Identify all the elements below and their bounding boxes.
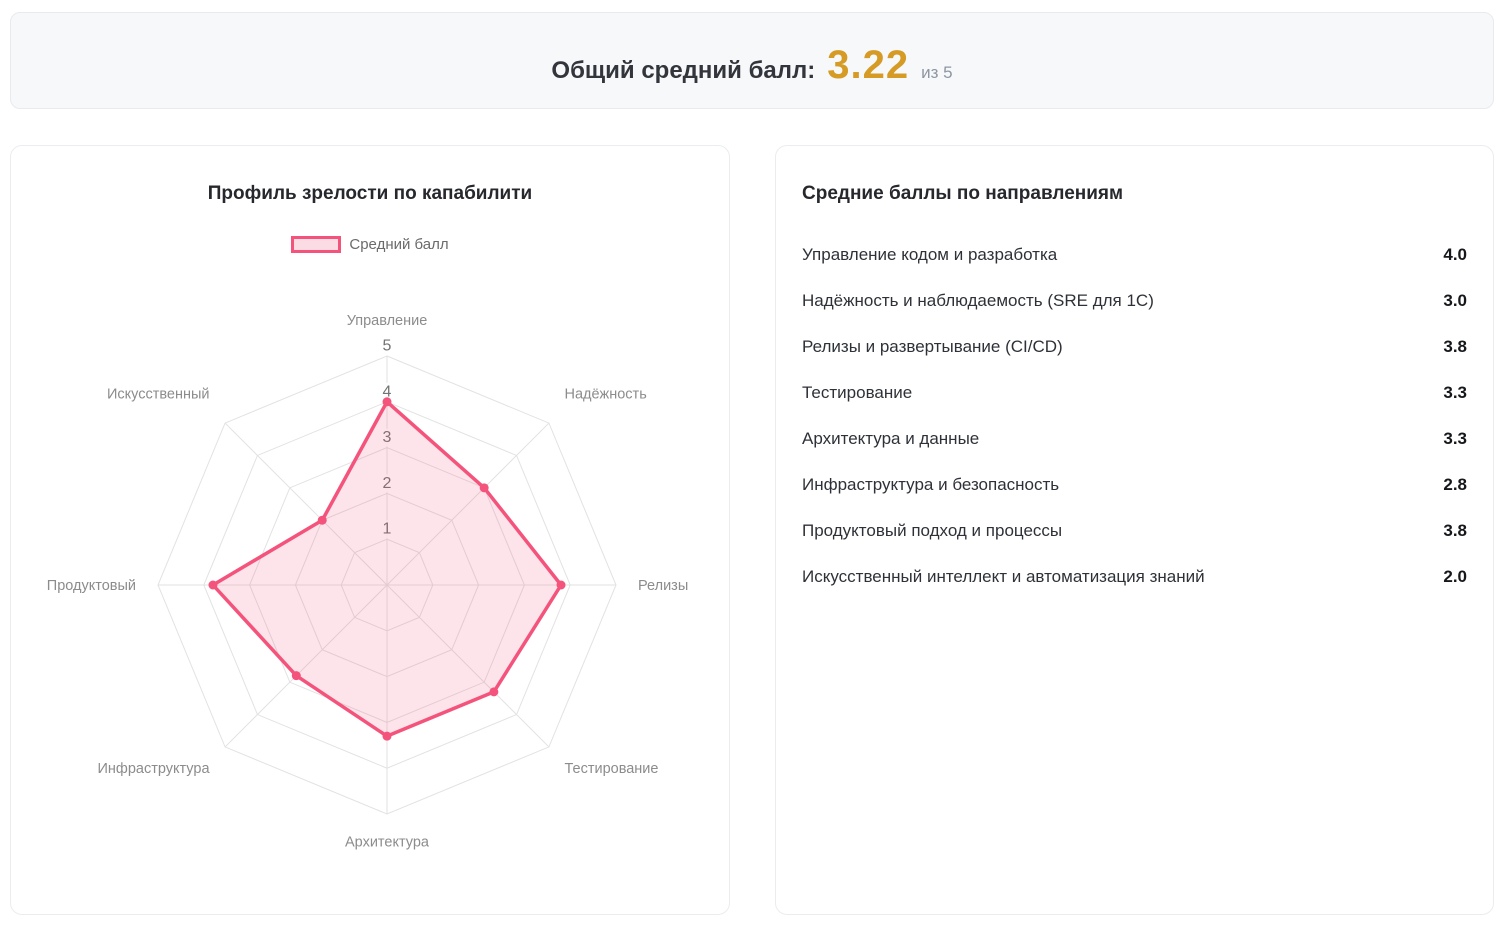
radar-axis-label: Тестирование (564, 761, 658, 777)
score-row: Релизы и развертывание (CI/CD) 3.8 (802, 324, 1467, 370)
score-row-label: Надёжность и наблюдаемость (SRE для 1С) (802, 291, 1154, 310)
overall-score-value: 3.22 (827, 43, 910, 87)
score-row-label: Архитектура и данные (802, 429, 980, 448)
radar-data-point[interactable] (317, 515, 327, 525)
radar-data-point[interactable] (291, 671, 301, 681)
legend-item-average-score[interactable]: Средний балл (291, 236, 449, 253)
radar-data-point[interactable] (208, 580, 218, 590)
score-row-label: Релизы и развертывание (CI/CD) (802, 337, 1063, 356)
radar-data-point[interactable] (382, 731, 392, 741)
radar-chart[interactable]: 1 2 3 4 5 Управление Надёжность Релизы Тестирова… (11, 259, 729, 909)
score-row-value: 3.8 (1443, 337, 1467, 356)
chart-legend: Средний балл (11, 236, 729, 253)
score-row: Продуктовый подход и процессы 3.8 (802, 508, 1467, 554)
score-row-label: Инфраструктура и безопасность (802, 475, 1060, 494)
scores-list: Управление кодом и разработка 4.0 Надёжнос… (802, 232, 1467, 600)
score-row-label: Искусственный интеллект и автоматизация … (802, 567, 1205, 586)
score-row: Тестирование 3.3 (802, 370, 1467, 416)
radar-chart-area: 1 2 3 4 5 Управление Надёжность Релизы Тестирова… (11, 259, 729, 909)
radar-tick-label: 1 (383, 521, 392, 538)
score-row-value: 3.8 (1443, 521, 1467, 540)
score-row: Инфраструктура и безопасность 2.8 (802, 462, 1467, 508)
score-row-value: 4.0 (1443, 245, 1467, 264)
overall-score-outof: из 5 (921, 63, 953, 82)
scores-card: Средние баллы по направлениям Управление… (775, 145, 1494, 915)
radar-data-point[interactable] (382, 397, 392, 407)
radar-axis-label: Искусственный (107, 387, 210, 403)
score-row: Управление кодом и разработка 4.0 (802, 232, 1467, 278)
score-row-value: 3.0 (1443, 291, 1467, 310)
radar-tick-label: 5 (383, 338, 392, 355)
radar-data-point[interactable] (556, 580, 566, 590)
score-row-value: 3.3 (1443, 429, 1467, 448)
radar-axis-label: Релизы (638, 578, 688, 594)
radar-axis-label: Инфраструктура (97, 761, 210, 777)
score-row-value: 2.8 (1443, 475, 1467, 494)
score-row: Надёжность и наблюдаемость (SRE для 1С) 3… (802, 278, 1467, 324)
overall-score-label: Общий средний балл: (551, 57, 816, 84)
maturity-profile-card: Профиль зрелости по капабилити Средний б… (10, 145, 730, 915)
radar-axis-label: Надёжность (564, 387, 646, 403)
score-row: Искусственный интеллект и автоматизация … (802, 554, 1467, 600)
cards-row: Профиль зрелости по капабилити Средний б… (10, 145, 1494, 915)
radar-data-point[interactable] (489, 687, 499, 697)
legend-label: Средний балл (349, 236, 449, 253)
score-row-label: Тестирование (802, 383, 913, 402)
radar-tick-label: 4 (383, 383, 392, 400)
radar-axis-label: Архитектура (345, 835, 430, 851)
radar-data-point[interactable] (479, 483, 489, 493)
score-row-value: 3.3 (1443, 383, 1467, 402)
radar-axis-label: Продуктовый (47, 578, 136, 594)
radar-tick-label: 2 (383, 475, 392, 492)
score-row-label: Управление кодом и разработка (802, 245, 1058, 264)
chart-title: Профиль зрелости по капабилити (207, 183, 533, 204)
score-row-value: 2.0 (1443, 567, 1467, 586)
overall-score-banner: Общий средний балл: 3.22 из 5 (10, 12, 1494, 109)
scores-card-title: Средние баллы по направлениям (802, 183, 1124, 204)
legend-swatch (291, 236, 342, 253)
score-row: Архитектура и данные 3.3 (802, 416, 1467, 462)
radar-axis-label: Управление (347, 313, 428, 329)
report-page: Общий средний балл: 3.22 из 5 Профиль зр… (10, 12, 1494, 915)
score-row-label: Продуктовый подход и процессы (802, 521, 1063, 540)
radar-tick-label: 3 (383, 429, 392, 446)
